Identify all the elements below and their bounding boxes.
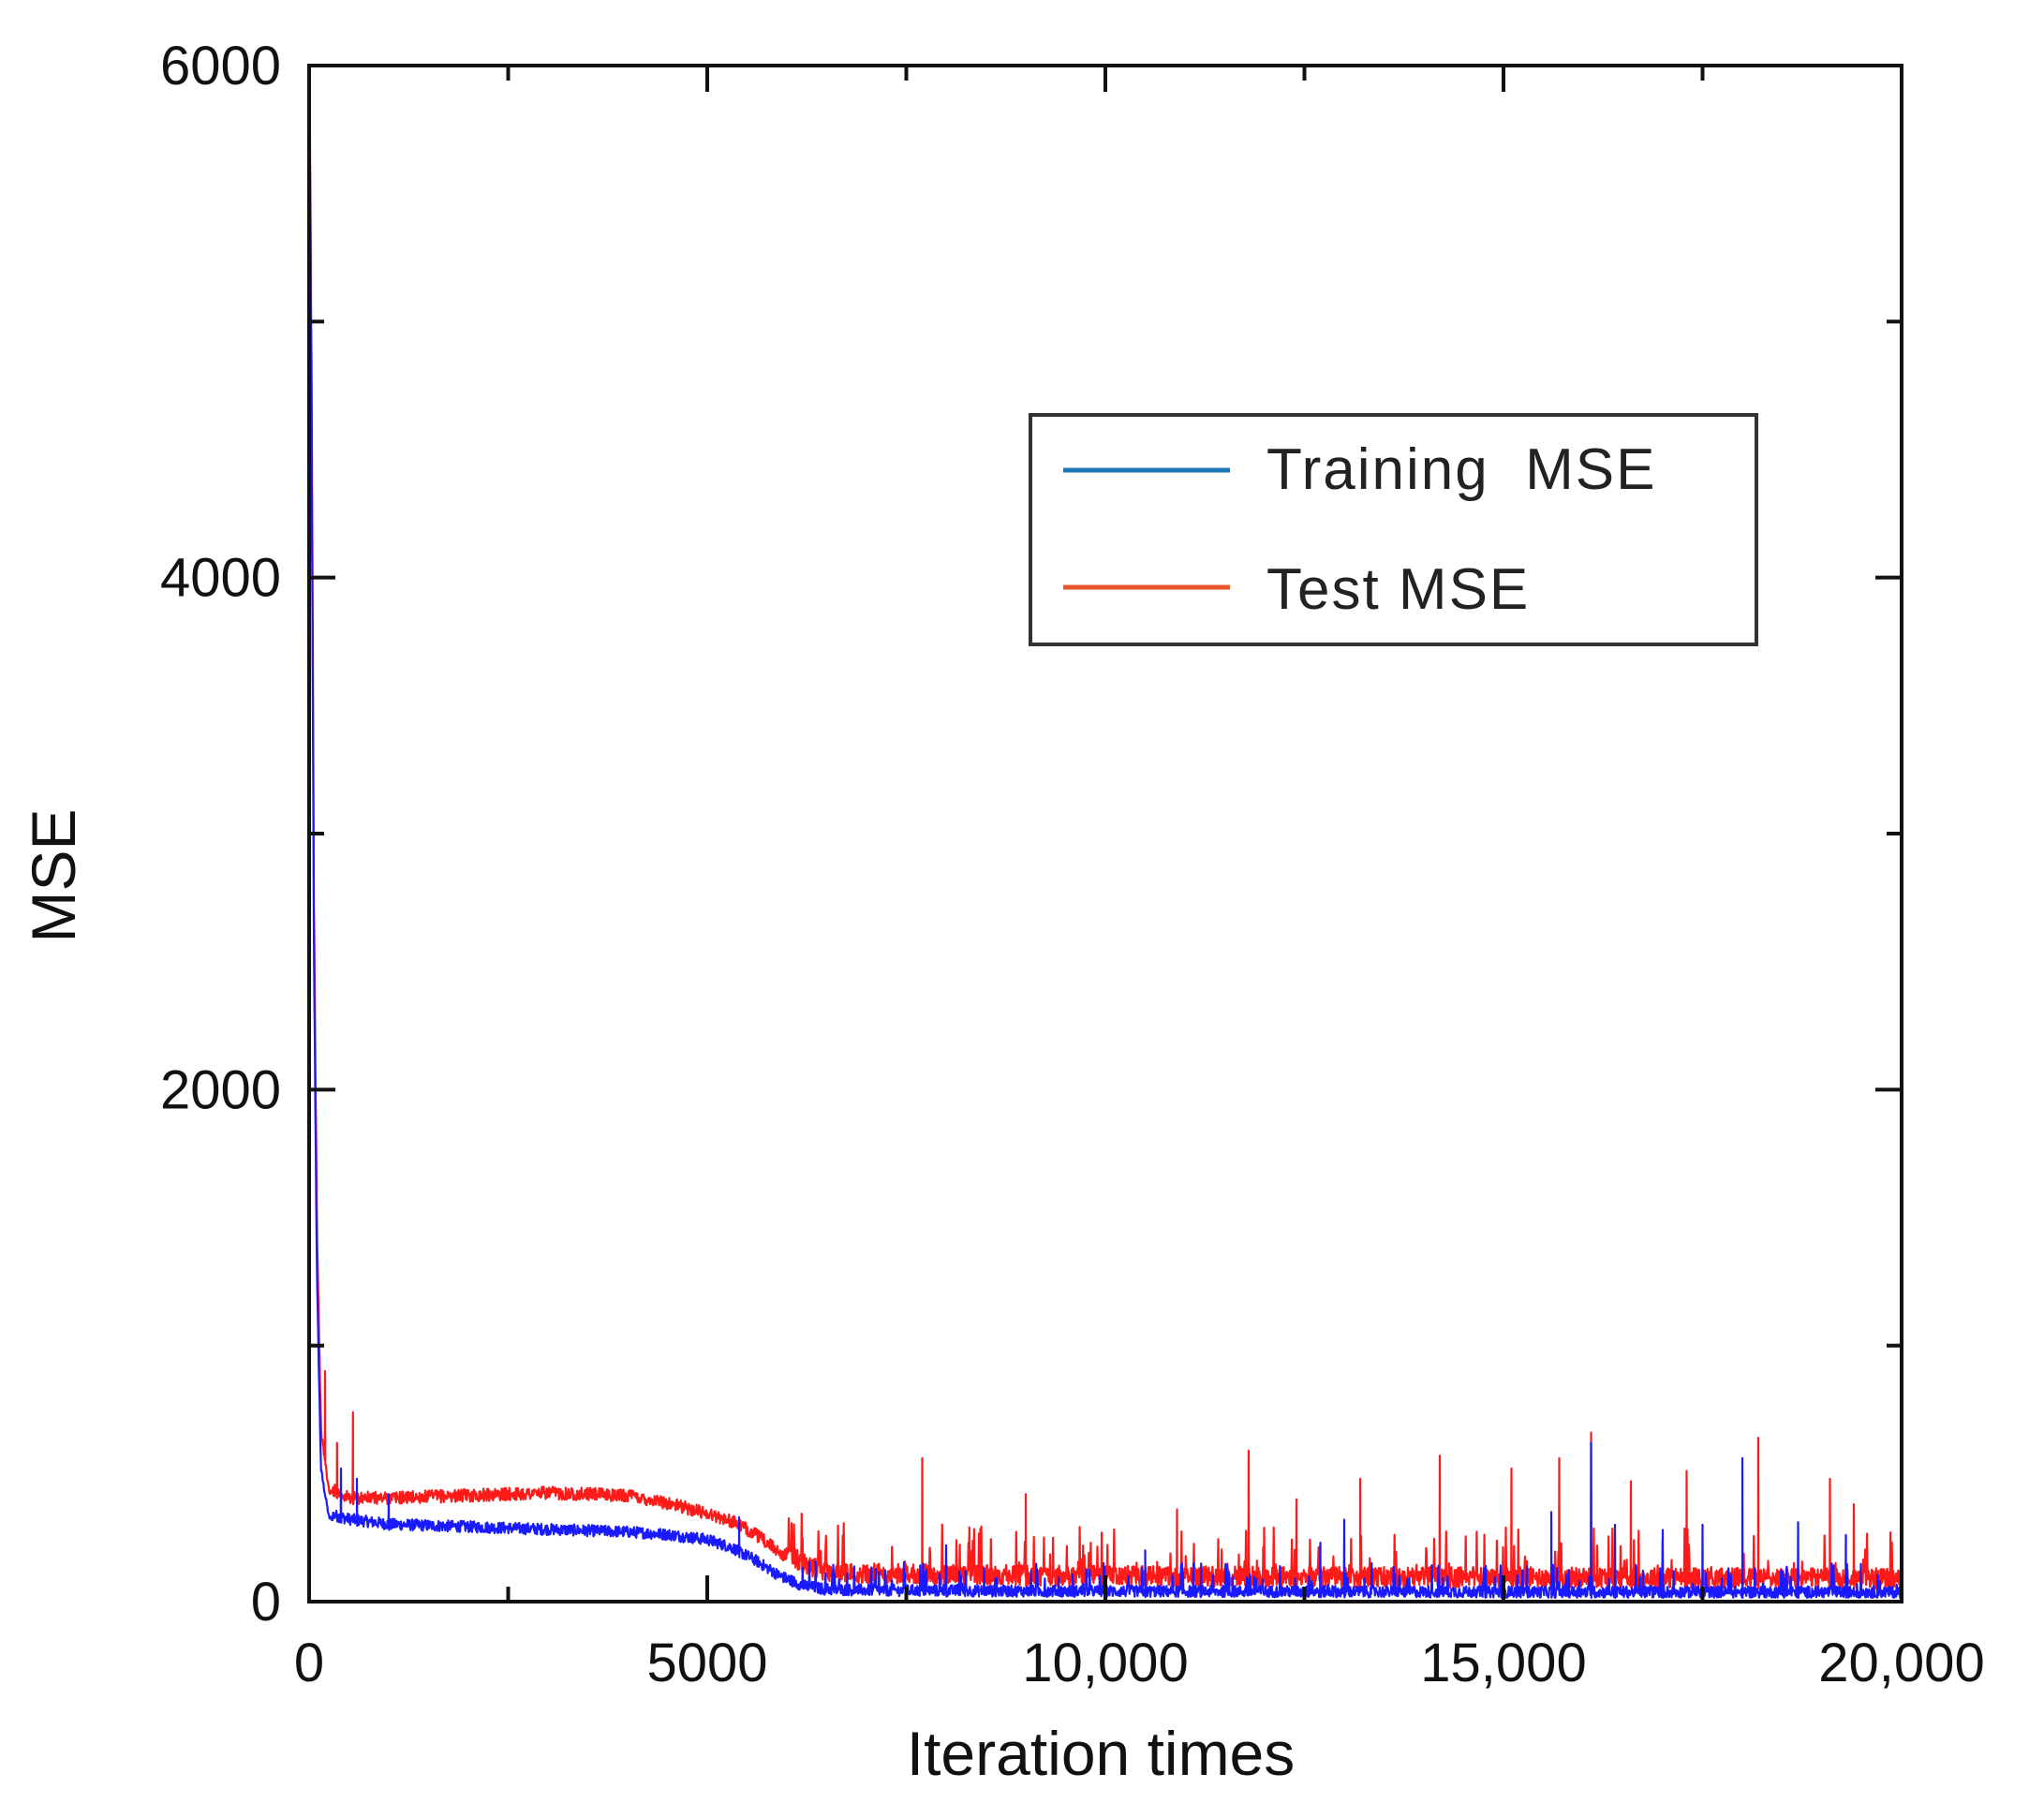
y-tick-label: 4000 bbox=[160, 548, 281, 609]
x-tick-label: 15,000 bbox=[1420, 1633, 1586, 1693]
x-tick-label: 10,000 bbox=[1022, 1633, 1188, 1693]
legend-label-training-mse: Training MSE bbox=[1266, 437, 1657, 502]
series-line-test-mse bbox=[309, 66, 1902, 1590]
series-line-training-mse bbox=[309, 66, 1902, 1599]
legend-label-test-mse: Test MSE bbox=[1266, 557, 1530, 622]
x-axis-ticks: 0 5000 10,000 15,000 20,000 bbox=[294, 66, 1985, 1693]
legend-box bbox=[1029, 413, 1758, 646]
legend: Training MSE Test MSE bbox=[1029, 413, 1758, 646]
plot-frame bbox=[307, 64, 1903, 1603]
y-tick-label: 2000 bbox=[160, 1059, 281, 1120]
x-tick-label: 0 bbox=[294, 1633, 324, 1693]
x-axis-title: Iteration times bbox=[907, 1719, 1296, 1788]
y-axis-ticks: 0 2000 4000 6000 bbox=[160, 36, 1902, 1633]
x-tick-label: 5000 bbox=[646, 1633, 767, 1693]
y-axis-title: MSE bbox=[19, 808, 88, 942]
x-tick-label: 20,000 bbox=[1818, 1633, 1984, 1693]
y-tick-label: 0 bbox=[251, 1572, 281, 1633]
series-layer bbox=[309, 66, 1902, 1599]
y-tick-label: 6000 bbox=[160, 36, 281, 96]
